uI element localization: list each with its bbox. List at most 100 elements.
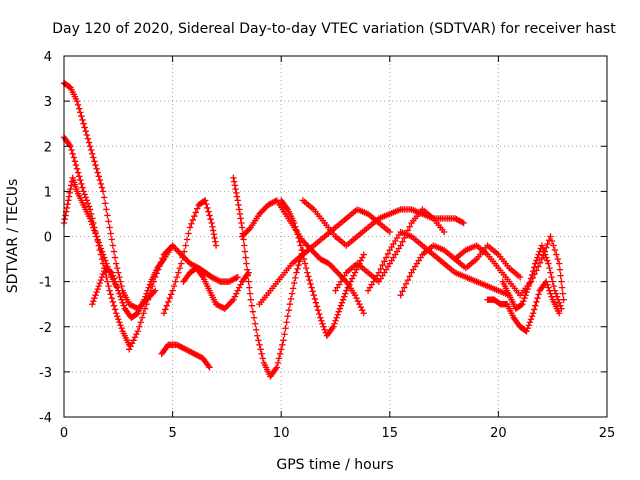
data-point bbox=[230, 296, 237, 303]
data-point bbox=[156, 262, 163, 270]
data-point bbox=[104, 212, 111, 219]
data-point bbox=[90, 297, 97, 305]
data-point bbox=[96, 176, 104, 184]
data-point bbox=[103, 206, 110, 213]
data-point bbox=[81, 124, 88, 131]
data-point bbox=[330, 323, 337, 330]
data-point bbox=[280, 337, 287, 344]
series-arc-4 bbox=[89, 242, 176, 321]
data-point bbox=[293, 269, 300, 276]
data-point bbox=[310, 291, 317, 299]
data-point bbox=[331, 320, 338, 327]
data-point bbox=[292, 274, 299, 282]
data-point bbox=[153, 270, 160, 277]
data-point bbox=[73, 165, 81, 173]
data-point bbox=[307, 280, 314, 288]
grid-lines bbox=[64, 56, 607, 417]
data-point bbox=[353, 266, 360, 273]
data-point bbox=[117, 293, 124, 300]
data-point bbox=[89, 150, 96, 157]
data-point bbox=[230, 174, 237, 182]
data-point bbox=[529, 267, 537, 275]
data-point bbox=[96, 279, 104, 287]
data-point bbox=[111, 254, 119, 261]
y-tick-label: 4 bbox=[44, 50, 52, 65]
data-point bbox=[545, 260, 552, 267]
data-point bbox=[212, 242, 220, 249]
data-point bbox=[111, 278, 119, 285]
data-point bbox=[93, 233, 100, 240]
data-point bbox=[235, 201, 242, 209]
data-point bbox=[178, 260, 185, 267]
data-point bbox=[379, 261, 386, 269]
data-point bbox=[335, 308, 342, 315]
data-point bbox=[258, 350, 265, 358]
series-arc-13 bbox=[299, 197, 467, 249]
data-point bbox=[313, 303, 321, 310]
data-point bbox=[66, 189, 73, 197]
data-point bbox=[459, 219, 466, 226]
data-point bbox=[94, 236, 101, 243]
data-point bbox=[183, 236, 191, 243]
data-point bbox=[289, 285, 297, 292]
data-point bbox=[92, 291, 99, 299]
data-point bbox=[518, 301, 525, 309]
data-point bbox=[531, 306, 538, 313]
data-point bbox=[531, 264, 538, 271]
data-point bbox=[112, 310, 120, 317]
data-point bbox=[558, 278, 565, 285]
data-point bbox=[291, 219, 298, 227]
data-point bbox=[91, 227, 98, 234]
data-point bbox=[356, 300, 363, 308]
data-point bbox=[522, 291, 529, 299]
data-point bbox=[80, 120, 87, 127]
data-point bbox=[173, 273, 181, 281]
data-point bbox=[114, 313, 121, 320]
data-point bbox=[105, 218, 112, 225]
data-point bbox=[109, 242, 117, 249]
data-point bbox=[63, 204, 71, 212]
data-point bbox=[245, 278, 252, 285]
data-point bbox=[100, 194, 108, 201]
data-point bbox=[238, 219, 245, 227]
data-point bbox=[72, 161, 80, 169]
data-point bbox=[96, 242, 104, 249]
data-point bbox=[359, 307, 366, 314]
data-point bbox=[102, 257, 109, 264]
data-point bbox=[230, 178, 238, 185]
data-point bbox=[244, 272, 252, 279]
axis-ticks bbox=[63, 55, 608, 418]
data-point bbox=[542, 244, 550, 251]
data-point bbox=[105, 282, 112, 290]
x-tick-label: 5 bbox=[168, 426, 176, 441]
data-point bbox=[170, 282, 178, 290]
data-point bbox=[144, 296, 152, 303]
data-point bbox=[118, 282, 125, 290]
data-point bbox=[67, 185, 74, 193]
data-point bbox=[527, 275, 535, 282]
data-point bbox=[90, 154, 97, 161]
data-point bbox=[526, 279, 534, 286]
data-point bbox=[551, 246, 559, 254]
data-point bbox=[220, 304, 227, 312]
data-point bbox=[348, 275, 356, 282]
data-point bbox=[209, 223, 216, 230]
data-point bbox=[106, 224, 113, 231]
data-point bbox=[312, 299, 320, 306]
data-point bbox=[548, 293, 555, 300]
data-point bbox=[294, 265, 301, 273]
data-point bbox=[406, 273, 413, 280]
data-point bbox=[542, 254, 550, 261]
data-point bbox=[95, 173, 102, 180]
data-point bbox=[547, 290, 554, 297]
y-tick-label: -4 bbox=[39, 411, 52, 426]
data-point bbox=[83, 131, 91, 139]
data-point bbox=[118, 296, 125, 303]
data-point bbox=[249, 308, 257, 315]
data-point bbox=[254, 332, 261, 339]
x-tick-label: 20 bbox=[490, 426, 507, 441]
data-point bbox=[308, 284, 315, 291]
data-point bbox=[159, 255, 166, 262]
data-point bbox=[108, 294, 115, 302]
data-point bbox=[296, 238, 303, 245]
